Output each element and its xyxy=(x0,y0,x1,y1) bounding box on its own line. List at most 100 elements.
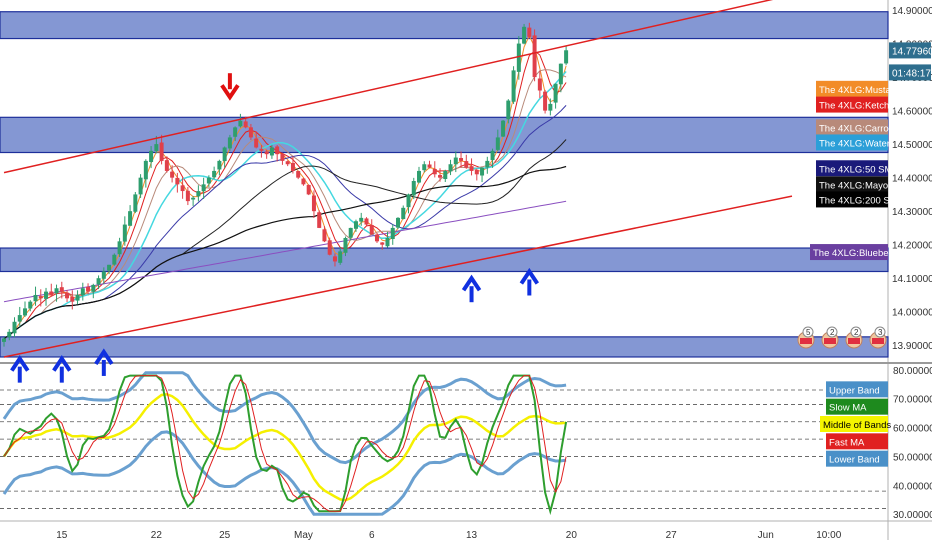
candle-body xyxy=(12,321,17,334)
price-tick-label: 14.40000 xyxy=(892,174,932,185)
candle-body xyxy=(501,120,506,137)
candle-body xyxy=(543,91,548,111)
candle-body xyxy=(411,181,416,196)
buy-arrow-2 xyxy=(94,348,114,376)
candle-body xyxy=(506,100,511,120)
oscillator-legend: Upper Band Slow MA Middle of Bands Fast MA L… xyxy=(820,381,891,467)
candle-body xyxy=(154,144,159,152)
countdown-tag xyxy=(889,64,931,81)
trendline-1 xyxy=(3,195,793,358)
candle-body xyxy=(553,83,558,103)
candle-body xyxy=(374,234,379,242)
buy-arrow-1 xyxy=(52,355,72,383)
candle-body xyxy=(317,212,322,228)
candle-body xyxy=(175,177,180,185)
earnings-badges[interactable]: 5 2 2 3 xyxy=(797,326,887,349)
buy-arrow-3-head xyxy=(461,274,482,292)
supply-demand-zones xyxy=(0,11,889,358)
legend-tag-7 xyxy=(810,244,888,261)
candle-body xyxy=(432,168,437,175)
earnings-badge-flag-0 xyxy=(800,338,812,344)
osc-legend-tag-1 xyxy=(826,398,888,415)
candle-body xyxy=(138,177,143,195)
candle-body xyxy=(212,170,217,178)
osc-legend-tag-4 xyxy=(826,450,888,467)
current-price-tag xyxy=(889,42,931,59)
candle-body xyxy=(128,211,133,226)
candle-body xyxy=(227,137,232,149)
legend-tag-1 xyxy=(816,96,888,113)
oscillator-axis[interactable]: 80.00000 70.00000 60.00000 50.00000 40.00000… xyxy=(893,366,932,521)
buy-arrow-4 xyxy=(519,267,539,296)
legend-tag-3 xyxy=(816,134,888,151)
fast-ma-line xyxy=(3,375,567,512)
candle-body xyxy=(238,120,243,127)
earnings-badge-count-bg-0 xyxy=(802,326,814,338)
candle-body xyxy=(80,288,85,296)
price-axis[interactable]: 14.9000014.8000014.7000014.6000014.50000… xyxy=(889,6,932,352)
sell-arrow-0 xyxy=(220,73,240,101)
legend-label-4: The 4XLG:50 SMA xyxy=(819,164,899,175)
price-tick-label: 14.90000 xyxy=(892,6,932,17)
candle-body xyxy=(86,286,91,292)
candle-body xyxy=(548,103,553,111)
candle-body xyxy=(369,225,374,235)
earnings-badge-count-0: 5 xyxy=(806,328,811,337)
buy-arrow-0 xyxy=(10,355,30,383)
candle-body xyxy=(380,242,385,245)
blueberry-line xyxy=(3,200,567,303)
countdown-value: 01:48:17 xyxy=(892,68,931,79)
candle-body xyxy=(438,175,443,178)
candle-body xyxy=(401,207,406,220)
earnings-badge-count-3: 3 xyxy=(878,328,883,337)
candle-body xyxy=(311,195,316,212)
osc-tick-label: 50.00000 xyxy=(893,452,932,463)
legend-label-2: The 4XLG:Carrot xyxy=(819,123,892,134)
candle-body xyxy=(233,127,238,137)
buy-arrow-1-head xyxy=(52,355,72,372)
candle-body xyxy=(117,241,122,255)
legend-tag-5 xyxy=(816,176,888,193)
candle-body xyxy=(185,190,190,202)
time-axis[interactable]: 15 22 25 May 6 13 20 27 Jun 10:00 xyxy=(56,530,841,541)
candle-body xyxy=(17,315,22,322)
candle-body xyxy=(96,278,101,285)
sell-arrow-0-head xyxy=(220,84,240,101)
oscillator-pane xyxy=(0,371,888,516)
upper-band-line xyxy=(2,371,567,465)
candle-body xyxy=(191,197,196,200)
osc-legend-label-3: Fast MA xyxy=(829,437,865,448)
price-tick-label: 13.90000 xyxy=(892,341,932,352)
candle-body xyxy=(343,237,348,253)
osc-legend-tag-2 xyxy=(820,416,888,432)
candle-body xyxy=(516,43,521,72)
candle-body xyxy=(558,63,563,85)
osc-legend-tag-3 xyxy=(826,433,888,450)
candle-body xyxy=(427,164,432,168)
slow-ma-line xyxy=(3,374,568,516)
candlestick-series xyxy=(2,22,569,347)
candle-body xyxy=(485,160,490,168)
legend-tag-6 xyxy=(816,191,888,208)
candle-body xyxy=(159,142,164,161)
candle-body xyxy=(348,227,353,238)
candle-body xyxy=(217,160,222,170)
earnings-badge-flag-1 xyxy=(824,338,836,344)
osc-legend-label-0: Upper Band xyxy=(829,385,880,396)
price-tick-label: 14.00000 xyxy=(892,308,932,319)
time-tick-label: 25 xyxy=(219,530,231,541)
price-tick-label: 14.10000 xyxy=(892,274,932,285)
time-tick-label: 6 xyxy=(369,530,375,541)
candle-body xyxy=(33,294,38,302)
candle-body xyxy=(122,224,127,242)
osc-legend-label-2: Middle of Bands xyxy=(823,420,891,431)
candle-body xyxy=(301,178,306,185)
candle-body xyxy=(222,147,227,162)
candle-body xyxy=(133,194,138,212)
zone-0 xyxy=(0,11,889,40)
earnings-badge-count-bg-1 xyxy=(826,326,838,338)
candle-body xyxy=(490,150,495,161)
candle-body xyxy=(264,151,269,155)
